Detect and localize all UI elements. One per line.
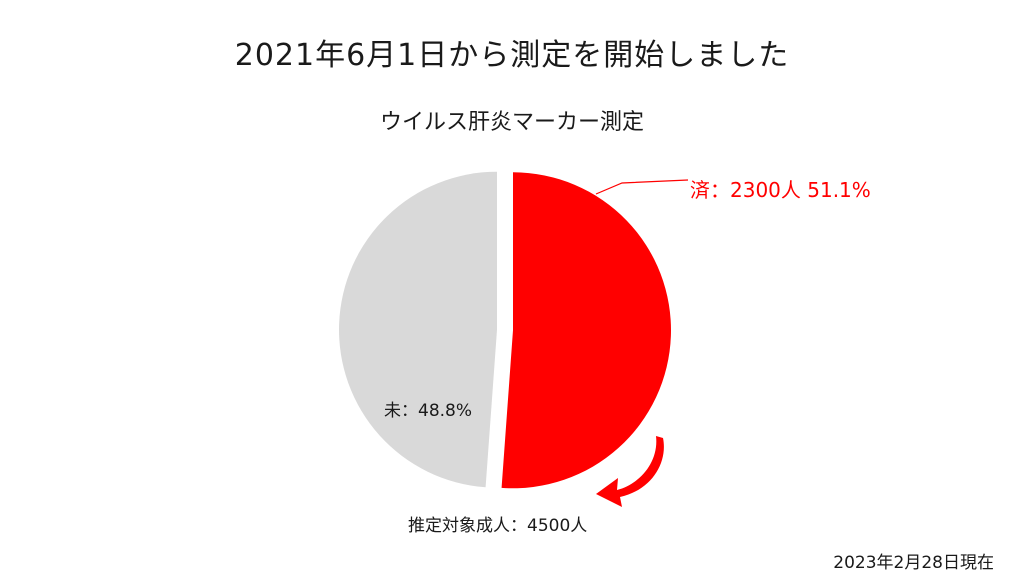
slice-label-pending: 未：48.8% [384,401,473,421]
leader-line [595,179,689,195]
pie-slice-pending [339,171,498,488]
slice-label-done: 済：2300人 51.1% [690,178,871,202]
target-population-note: 推定対象成人：4500人 [408,516,588,536]
curved-arrow-shape [596,436,664,507]
as-of-date: 2023年2月28日現在 [833,553,994,573]
chart-title: ウイルス肝炎マーカー測定 [379,110,644,135]
page-title: 2021年6月1日から測定を開始しました [234,38,790,73]
pie-slice-done [501,172,671,489]
